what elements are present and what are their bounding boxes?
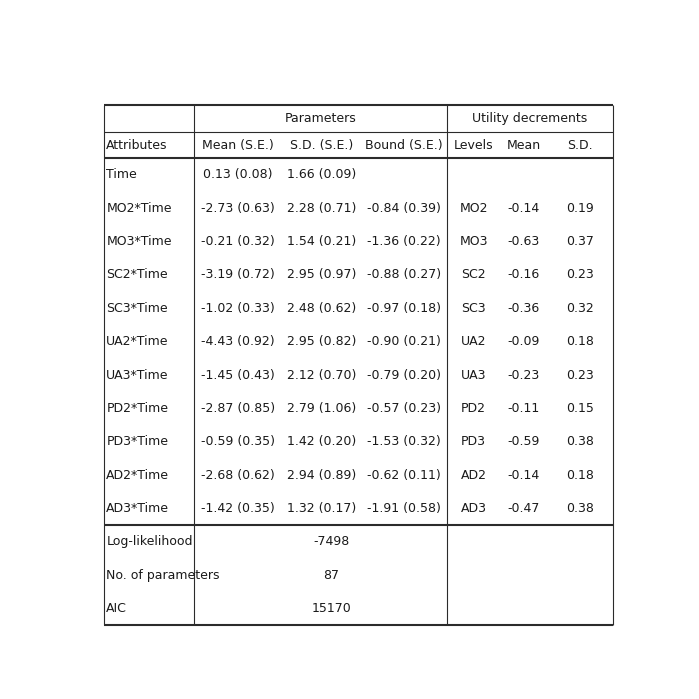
Text: AD3: AD3	[461, 502, 487, 515]
Text: PD2: PD2	[461, 402, 486, 415]
Text: -4.43 (0.92): -4.43 (0.92)	[201, 336, 275, 348]
Text: -0.47: -0.47	[507, 502, 540, 515]
Text: -0.90 (0.21): -0.90 (0.21)	[368, 336, 441, 348]
Text: -0.23: -0.23	[507, 368, 540, 382]
Text: Bound (S.E.): Bound (S.E.)	[366, 138, 443, 152]
Text: 0.32: 0.32	[566, 302, 594, 315]
Text: 2.95 (0.82): 2.95 (0.82)	[287, 336, 356, 348]
Text: Time: Time	[106, 168, 137, 181]
Text: -1.53 (0.32): -1.53 (0.32)	[368, 435, 441, 448]
Text: -0.09: -0.09	[507, 336, 540, 348]
Text: 87: 87	[323, 569, 339, 582]
Text: -0.97 (0.18): -0.97 (0.18)	[367, 302, 441, 315]
Text: Levels: Levels	[454, 138, 493, 152]
Text: 2.28 (0.71): 2.28 (0.71)	[287, 202, 356, 215]
Text: -0.59: -0.59	[507, 435, 540, 448]
Text: MO2*Time: MO2*Time	[106, 202, 172, 215]
Text: Attributes: Attributes	[106, 138, 168, 152]
Text: PD3: PD3	[461, 435, 486, 448]
Text: -0.79 (0.20): -0.79 (0.20)	[367, 368, 441, 382]
Text: 0.38: 0.38	[566, 502, 594, 515]
Text: AD2: AD2	[461, 468, 487, 482]
Text: -0.57 (0.23): -0.57 (0.23)	[367, 402, 441, 415]
Text: -1.91 (0.58): -1.91 (0.58)	[368, 502, 441, 515]
Text: 0.19: 0.19	[566, 202, 594, 215]
Text: UA3: UA3	[461, 368, 487, 382]
Text: -0.62 (0.11): -0.62 (0.11)	[368, 468, 441, 482]
Text: SC2*Time: SC2*Time	[106, 268, 168, 282]
Text: 0.18: 0.18	[566, 468, 594, 482]
Text: 2.48 (0.62): 2.48 (0.62)	[287, 302, 356, 315]
Text: SC3: SC3	[461, 302, 486, 315]
Text: 0.23: 0.23	[566, 268, 594, 282]
Text: -0.21 (0.32): -0.21 (0.32)	[201, 235, 275, 248]
Text: -0.14: -0.14	[507, 202, 540, 215]
Text: PD3*Time: PD3*Time	[106, 435, 168, 448]
Text: Utility decrements: Utility decrements	[472, 113, 587, 125]
Text: UA3*Time: UA3*Time	[106, 368, 169, 382]
Text: MO3*Time: MO3*Time	[106, 235, 172, 248]
Text: -0.14: -0.14	[507, 468, 540, 482]
Text: MO2: MO2	[459, 202, 488, 215]
Text: 0.13 (0.08): 0.13 (0.08)	[203, 168, 273, 181]
Text: -1.02 (0.33): -1.02 (0.33)	[201, 302, 275, 315]
Text: UA2: UA2	[461, 336, 487, 348]
Text: PD2*Time: PD2*Time	[106, 402, 168, 415]
Text: -0.11: -0.11	[507, 402, 540, 415]
Text: S.D. (S.E.): S.D. (S.E.)	[290, 138, 353, 152]
Text: -0.88 (0.27): -0.88 (0.27)	[367, 268, 441, 282]
Text: 2.79 (1.06): 2.79 (1.06)	[287, 402, 356, 415]
Text: SC2: SC2	[461, 268, 486, 282]
Text: Parameters: Parameters	[284, 113, 356, 125]
Text: -2.68 (0.62): -2.68 (0.62)	[201, 468, 275, 482]
Text: -0.59 (0.35): -0.59 (0.35)	[201, 435, 275, 448]
Text: Log-likelihood: Log-likelihood	[106, 535, 193, 549]
Text: -0.36: -0.36	[507, 302, 540, 315]
Text: 1.66 (0.09): 1.66 (0.09)	[287, 168, 356, 181]
Text: 0.15: 0.15	[566, 402, 594, 415]
Text: AD3*Time: AD3*Time	[106, 502, 169, 515]
Text: No. of parameters: No. of parameters	[106, 569, 219, 582]
Text: -1.36 (0.22): -1.36 (0.22)	[368, 235, 441, 248]
Text: -0.84 (0.39): -0.84 (0.39)	[368, 202, 441, 215]
Text: 0.23: 0.23	[566, 368, 594, 382]
Text: 2.94 (0.89): 2.94 (0.89)	[287, 468, 356, 482]
Text: -2.87 (0.85): -2.87 (0.85)	[201, 402, 275, 415]
Text: 15170: 15170	[311, 602, 351, 615]
Text: AD2*Time: AD2*Time	[106, 468, 169, 482]
Text: 2.12 (0.70): 2.12 (0.70)	[287, 368, 356, 382]
Text: Mean (S.E.): Mean (S.E.)	[202, 138, 274, 152]
Text: 2.95 (0.97): 2.95 (0.97)	[287, 268, 356, 282]
Text: -1.45 (0.43): -1.45 (0.43)	[201, 368, 275, 382]
Text: -0.16: -0.16	[507, 268, 540, 282]
Text: 1.32 (0.17): 1.32 (0.17)	[287, 502, 356, 515]
Text: -3.19 (0.72): -3.19 (0.72)	[201, 268, 275, 282]
Text: 1.54 (0.21): 1.54 (0.21)	[287, 235, 356, 248]
Text: SC3*Time: SC3*Time	[106, 302, 168, 315]
Text: 0.37: 0.37	[566, 235, 594, 248]
Text: S.D.: S.D.	[568, 138, 593, 152]
Text: UA2*Time: UA2*Time	[106, 336, 169, 348]
Text: 0.38: 0.38	[566, 435, 594, 448]
Text: Mean: Mean	[506, 138, 540, 152]
Text: -1.42 (0.35): -1.42 (0.35)	[201, 502, 275, 515]
Text: MO3: MO3	[459, 235, 488, 248]
Text: 1.42 (0.20): 1.42 (0.20)	[287, 435, 356, 448]
Text: AIC: AIC	[106, 602, 127, 615]
Text: 0.18: 0.18	[566, 336, 594, 348]
Text: -7498: -7498	[313, 535, 350, 549]
Text: -0.63: -0.63	[507, 235, 540, 248]
Text: -2.73 (0.63): -2.73 (0.63)	[201, 202, 275, 215]
